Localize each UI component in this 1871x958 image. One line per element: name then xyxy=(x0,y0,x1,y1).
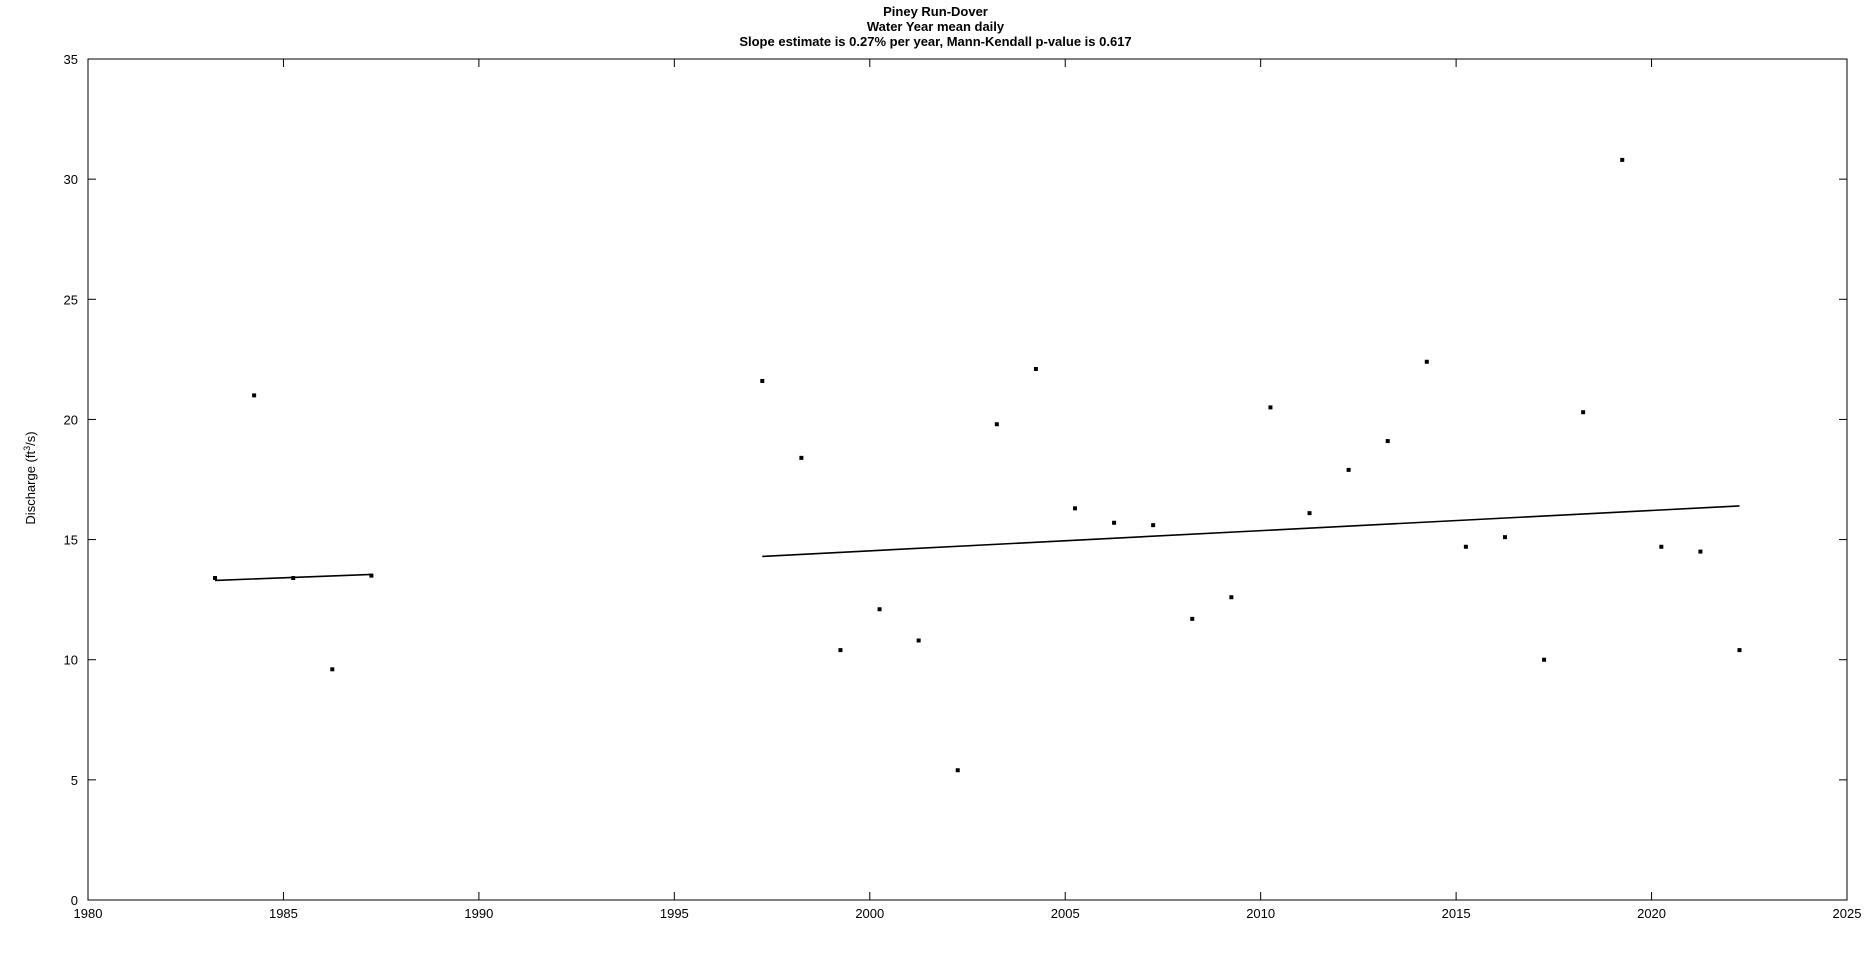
y-tick-label: 15 xyxy=(64,533,78,548)
data-points xyxy=(213,157,1742,773)
data-point xyxy=(1346,467,1351,472)
x-tick-label: 2000 xyxy=(855,906,884,921)
data-point xyxy=(1307,511,1312,516)
data-point xyxy=(1424,359,1429,364)
data-point xyxy=(1385,439,1390,444)
trend-line xyxy=(762,505,1740,558)
y-tick-label: 5 xyxy=(71,773,78,788)
chart-subtitle: Water Year mean daily xyxy=(866,19,1005,34)
data-point xyxy=(1737,648,1742,653)
x-tick-label: 2020 xyxy=(1637,906,1666,921)
data-point xyxy=(252,393,257,398)
data-point xyxy=(916,638,921,643)
x-tick-label: 1980 xyxy=(74,906,103,921)
data-point xyxy=(1542,657,1547,662)
data-point xyxy=(1620,157,1625,162)
chart-title: Piney Run-Dover xyxy=(883,4,988,19)
data-point xyxy=(760,378,765,383)
y-axis-ticks: 0 5 10 15 20 25 30 35 xyxy=(64,52,1847,908)
data-point xyxy=(330,667,335,672)
data-point xyxy=(1072,506,1077,511)
x-axis-ticks: 1980 1985 1990 1995 2000 2005 2010 2015 2020 2025 xyxy=(74,59,1862,921)
y-tick-label: 25 xyxy=(64,292,78,307)
data-point xyxy=(955,768,960,773)
x-tick-label: 2015 xyxy=(1442,906,1471,921)
x-tick-label: 2005 xyxy=(1051,906,1080,921)
x-tick-label: 2010 xyxy=(1246,906,1275,921)
data-point xyxy=(1190,616,1195,621)
chart-annotation: Slope estimate is 0.27% per year, Mann-K… xyxy=(739,34,1132,49)
data-point xyxy=(1463,544,1468,549)
data-point xyxy=(1698,549,1703,554)
data-point xyxy=(1151,523,1156,528)
y-tick-label: 0 xyxy=(71,893,78,908)
data-point xyxy=(994,422,999,427)
x-tick-label: 1985 xyxy=(269,906,298,921)
data-point xyxy=(1112,520,1117,525)
trend-lines xyxy=(215,505,1740,582)
x-tick-label: 1990 xyxy=(464,906,493,921)
y-tick-label: 35 xyxy=(64,52,78,67)
y-tick-label: 10 xyxy=(64,653,78,668)
x-tick-label: 1995 xyxy=(660,906,689,921)
chart-titles: Piney Run-Dover Water Year mean daily Sl… xyxy=(0,4,1871,49)
data-point xyxy=(1502,535,1507,540)
data-point xyxy=(1581,410,1586,415)
data-point xyxy=(291,576,296,581)
y-tick-label: 30 xyxy=(64,172,78,187)
data-point xyxy=(1268,405,1273,410)
plot-area-frame xyxy=(87,58,1848,901)
data-point xyxy=(877,607,882,612)
data-point xyxy=(369,573,374,578)
data-point xyxy=(1033,366,1038,371)
data-point xyxy=(799,455,804,460)
data-point xyxy=(1229,595,1234,600)
data-point xyxy=(1659,544,1664,549)
data-point xyxy=(838,648,843,653)
data-point xyxy=(213,576,218,581)
x-tick-label: 2025 xyxy=(1833,906,1862,921)
y-tick-label: 20 xyxy=(64,412,78,427)
